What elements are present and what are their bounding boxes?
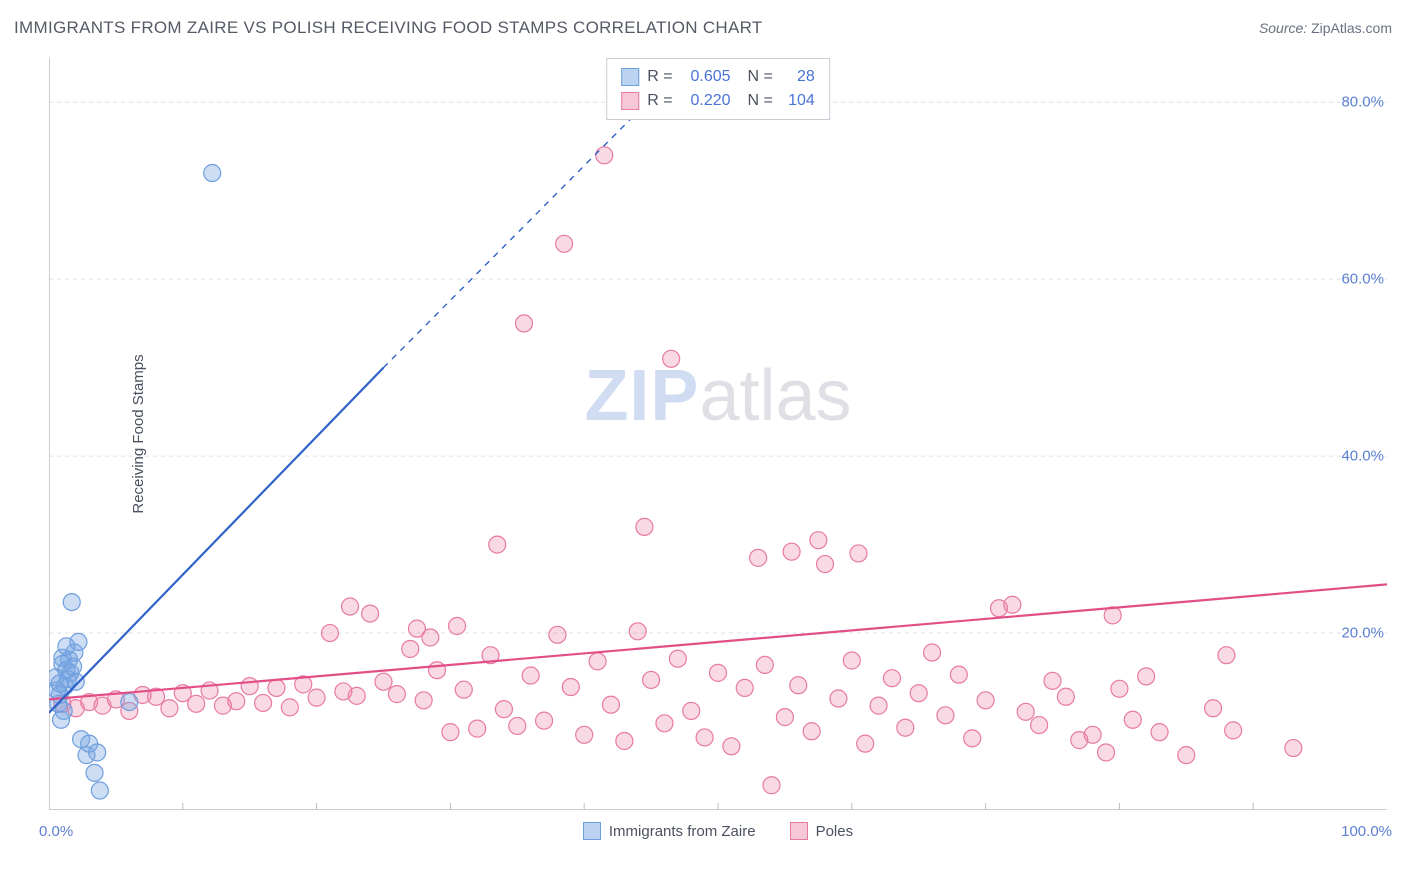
y-axis-label: Receiving Food Stamps: [130, 354, 147, 513]
scatter-chart: [49, 58, 1387, 810]
legend-poles-label: Poles: [816, 823, 854, 840]
n-label: N =: [739, 65, 773, 89]
legend-item-zaire: Immigrants from Zaire: [583, 822, 756, 840]
swatch-poles-icon: [621, 92, 639, 110]
y-tick-label: 20.0%: [1341, 625, 1392, 642]
stats-row-poles: R = 0.220 N = 104: [621, 89, 815, 113]
swatch-zaire-icon: [583, 822, 601, 840]
legend-zaire-label: Immigrants from Zaire: [609, 823, 756, 840]
stats-legend-box: R = 0.605 N = 28 R = 0.220 N = 104: [606, 58, 830, 120]
n-label: N =: [739, 89, 773, 113]
y-tick-label: 60.0%: [1341, 271, 1392, 288]
title-bar: IMMIGRANTS FROM ZAIRE VS POLISH RECEIVIN…: [14, 18, 1392, 38]
source-prefix: Source:: [1259, 20, 1311, 36]
y-tick-label: 80.0%: [1341, 94, 1392, 111]
y-tick-label: 40.0%: [1341, 448, 1392, 465]
source-attribution: Source: ZipAtlas.com: [1259, 20, 1392, 36]
poles-n-value: 104: [781, 89, 815, 113]
zaire-r-value: 0.605: [681, 65, 731, 89]
r-label: R =: [647, 89, 672, 113]
bottom-legend: Immigrants from Zaire Poles: [49, 822, 1387, 840]
plot-area: Receiving Food Stamps ZIPatlas R = 0.605…: [49, 58, 1387, 810]
poles-r-value: 0.220: [681, 89, 731, 113]
zaire-n-value: 28: [781, 65, 815, 89]
swatch-zaire-icon: [621, 68, 639, 86]
r-label: R =: [647, 65, 672, 89]
stats-row-zaire: R = 0.605 N = 28: [621, 65, 815, 89]
source-name: ZipAtlas.com: [1311, 20, 1392, 36]
chart-title: IMMIGRANTS FROM ZAIRE VS POLISH RECEIVIN…: [14, 18, 763, 38]
legend-item-poles: Poles: [790, 822, 854, 840]
swatch-poles-icon: [790, 822, 808, 840]
